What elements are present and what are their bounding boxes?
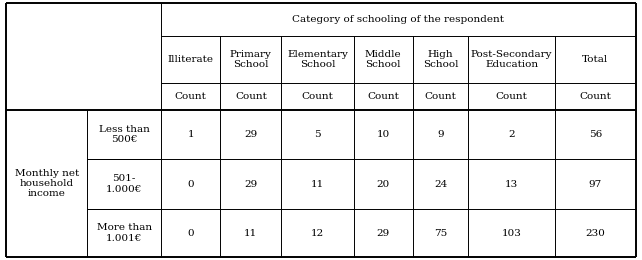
Text: 13: 13	[505, 180, 518, 189]
Text: 56: 56	[589, 130, 602, 139]
Text: 29: 29	[244, 130, 257, 139]
Text: 501-
1.000€: 501- 1.000€	[106, 174, 143, 194]
Text: 2: 2	[508, 130, 515, 139]
Text: 10: 10	[377, 130, 390, 139]
Text: 0: 0	[187, 180, 194, 189]
Text: Middle
School: Middle School	[365, 50, 402, 69]
Text: Count: Count	[235, 92, 267, 101]
Text: Category of schooling of the respondent: Category of schooling of the respondent	[292, 15, 505, 24]
Text: Monthly net
household
income: Monthly net household income	[15, 168, 79, 198]
Text: 230: 230	[586, 229, 605, 238]
Text: 12: 12	[311, 229, 324, 238]
Text: Post-Secondary
Education: Post-Secondary Education	[471, 50, 552, 69]
Text: 29: 29	[244, 180, 257, 189]
Text: 1: 1	[187, 130, 194, 139]
Text: 29: 29	[377, 229, 390, 238]
Text: 11: 11	[244, 229, 257, 238]
Text: 20: 20	[377, 180, 390, 189]
Text: 97: 97	[589, 180, 602, 189]
Text: Count: Count	[175, 92, 207, 101]
Text: Count: Count	[496, 92, 528, 101]
Text: Total: Total	[582, 55, 609, 64]
Text: 11: 11	[311, 180, 324, 189]
Text: 9: 9	[437, 130, 444, 139]
Text: High
School: High School	[423, 50, 458, 69]
Text: More than
1.001€: More than 1.001€	[96, 224, 152, 243]
Text: Count: Count	[579, 92, 611, 101]
Text: Count: Count	[302, 92, 333, 101]
Text: Count: Count	[367, 92, 399, 101]
Text: 103: 103	[501, 229, 521, 238]
Text: 0: 0	[187, 229, 194, 238]
Text: Less than
500€: Less than 500€	[99, 125, 150, 144]
Text: Illiterate: Illiterate	[168, 55, 214, 64]
Text: Primary
School: Primary School	[230, 50, 272, 69]
Text: 24: 24	[434, 180, 447, 189]
Text: 5: 5	[314, 130, 321, 139]
Text: Elementary
School: Elementary School	[287, 50, 348, 69]
Text: Count: Count	[424, 92, 456, 101]
Text: 75: 75	[434, 229, 447, 238]
